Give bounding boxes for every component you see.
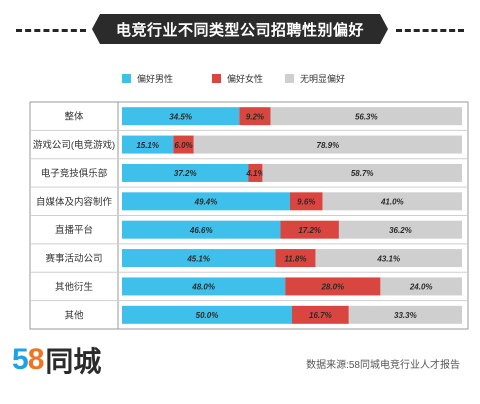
bar-segment-0 <box>122 220 281 239</box>
legend-label-female: 偏好女性 <box>227 74 264 84</box>
category-label: 赛事活动公司 <box>45 253 102 265</box>
category-label: 直播平台 <box>55 224 93 236</box>
bar-segment-0 <box>122 163 249 182</box>
legend-label-none: 无明显偏好 <box>300 74 346 84</box>
logo-digit-8: 8 <box>27 343 45 376</box>
bar-segment-0 <box>122 277 286 296</box>
data-source: 数据来源:58同城电竞行业人才报告 <box>306 360 460 371</box>
bar-segment-2 <box>338 220 462 239</box>
bar-segment-0 <box>122 192 290 211</box>
bar-segment-0 <box>122 107 240 126</box>
bar-segment-0 <box>122 135 174 154</box>
category-label: 自媒体及内容制作 <box>36 196 113 208</box>
bar-segment-2 <box>193 135 463 154</box>
data-label: 17.2% <box>298 226 321 235</box>
bar-segment-2 <box>380 277 462 296</box>
legend-swatch-female <box>212 74 221 83</box>
logo-digits: 58 <box>12 343 45 377</box>
bar-segment-2 <box>262 163 462 182</box>
data-label: 24.0% <box>409 283 433 292</box>
legend-item-male: 偏好男性 <box>122 72 173 85</box>
data-label: 4.1% <box>245 169 264 178</box>
legend-swatch-male <box>122 74 131 83</box>
legend-item-female: 偏好女性 <box>212 72 263 85</box>
data-label: 41.0% <box>380 198 404 207</box>
bar-segment-1 <box>248 163 263 182</box>
bar-segment-0 <box>122 249 276 268</box>
data-label: 43.1% <box>376 254 400 263</box>
data-label: 9.2% <box>246 112 264 121</box>
bar-segment-2 <box>315 249 462 268</box>
legend-swatch-none <box>285 74 294 83</box>
data-label: 50.0% <box>196 311 219 320</box>
title-dash-left <box>16 29 86 32</box>
data-label: 48.0% <box>191 283 215 292</box>
bar-segment-1 <box>289 192 323 211</box>
data-label: 6.0% <box>174 141 192 150</box>
data-label: 33.3% <box>394 311 417 320</box>
bar-segment-1 <box>285 277 381 296</box>
data-label: 11.8% <box>284 254 306 263</box>
data-label: 49.4% <box>194 198 218 207</box>
category-label: 整体 <box>64 111 84 123</box>
data-label: 58.7% <box>351 169 374 178</box>
data-label: 78.9% <box>317 141 340 150</box>
legend: 偏好男性 偏好女性 无明显偏好 <box>0 72 480 88</box>
data-label: 15.1% <box>136 141 159 150</box>
bar-segment-2 <box>270 107 462 126</box>
title-dash-right <box>396 29 464 32</box>
chart-title: 电竞行业不同类型公司招聘性别偏好 <box>92 14 388 44</box>
data-label: 34.5% <box>169 112 192 121</box>
logo-digit-5: 5 <box>12 343 29 376</box>
bar-segment-1 <box>292 305 349 324</box>
category-label: 电子竞技俱乐部 <box>41 167 108 179</box>
data-label: 36.2% <box>389 226 412 235</box>
data-label: 37.2% <box>174 169 197 178</box>
legend-item-none: 无明显偏好 <box>285 72 345 85</box>
bar-segment-1 <box>239 107 271 126</box>
bar-segment-1 <box>173 135 194 154</box>
title-banner: 电竞行业不同类型公司招聘性别偏好 <box>0 8 480 48</box>
brand-logo: 58 同城 <box>12 340 101 380</box>
data-label: 16.7% <box>309 311 332 320</box>
logo-text: 同城 <box>45 346 102 377</box>
bar-segment-1 <box>280 220 339 239</box>
category-label: 其他 <box>64 309 84 321</box>
bar-segment-2 <box>322 192 462 211</box>
bar-segment-2 <box>348 305 462 324</box>
data-label: 56.3% <box>355 112 378 121</box>
data-label: 45.1% <box>186 254 210 263</box>
data-label: 28.0% <box>320 283 344 292</box>
bar-segment-0 <box>122 305 292 324</box>
bar-segment-1 <box>275 249 316 268</box>
data-label: 9.6% <box>297 198 315 207</box>
category-label: 其他衍生 <box>55 281 94 293</box>
legend-label-male: 偏好男性 <box>137 74 174 84</box>
category-label: 游戏公司(电竞游戏) <box>33 139 115 151</box>
data-label: 46.6% <box>189 226 213 235</box>
